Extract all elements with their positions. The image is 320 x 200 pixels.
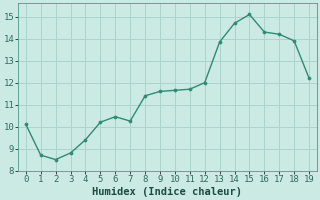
X-axis label: Humidex (Indice chaleur): Humidex (Indice chaleur) <box>92 186 243 197</box>
